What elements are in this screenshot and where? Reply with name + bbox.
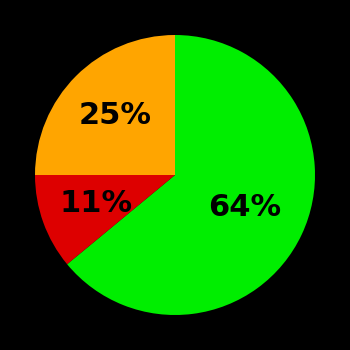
Text: 11%: 11% — [60, 189, 133, 218]
Wedge shape — [67, 35, 315, 315]
Text: 25%: 25% — [79, 101, 152, 130]
Wedge shape — [35, 35, 175, 175]
Wedge shape — [35, 175, 175, 264]
Text: 64%: 64% — [208, 193, 281, 222]
